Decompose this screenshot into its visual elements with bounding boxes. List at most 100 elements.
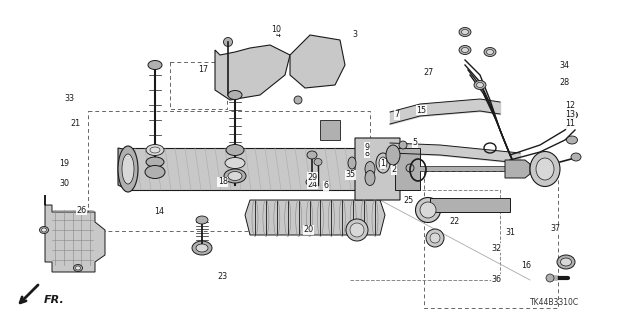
Polygon shape [355, 138, 415, 200]
Ellipse shape [474, 80, 486, 90]
Ellipse shape [307, 151, 317, 159]
Ellipse shape [566, 136, 577, 144]
Text: 28: 28 [559, 78, 570, 87]
Polygon shape [290, 35, 345, 88]
Ellipse shape [294, 96, 302, 104]
Text: 14: 14 [154, 207, 164, 216]
Text: 4: 4 [276, 30, 281, 39]
Ellipse shape [306, 178, 318, 186]
Ellipse shape [459, 46, 471, 55]
Text: 13: 13 [565, 110, 575, 119]
Ellipse shape [146, 157, 164, 167]
Ellipse shape [546, 274, 554, 282]
Ellipse shape [228, 91, 242, 100]
Ellipse shape [399, 141, 407, 149]
Ellipse shape [376, 153, 390, 173]
Text: 17: 17 [198, 65, 209, 74]
Ellipse shape [145, 166, 165, 179]
Ellipse shape [225, 158, 245, 168]
Polygon shape [320, 120, 340, 140]
Text: 1: 1 [380, 159, 385, 168]
Ellipse shape [365, 170, 375, 186]
Ellipse shape [426, 229, 444, 247]
Text: 3: 3 [352, 30, 357, 39]
Text: 23: 23 [218, 272, 228, 281]
Text: 34: 34 [559, 61, 570, 70]
Text: 27: 27 [424, 68, 434, 77]
Ellipse shape [379, 157, 387, 169]
Ellipse shape [415, 197, 440, 222]
Text: 10: 10 [271, 25, 282, 34]
Ellipse shape [430, 233, 440, 243]
Ellipse shape [461, 48, 468, 53]
Polygon shape [118, 148, 138, 190]
Ellipse shape [420, 202, 436, 218]
Text: 5: 5 [412, 138, 417, 147]
Text: 36: 36 [491, 275, 501, 284]
Text: 29: 29 [307, 173, 317, 182]
Text: 15: 15 [416, 106, 426, 115]
Text: 8: 8 [365, 149, 370, 158]
Ellipse shape [192, 241, 212, 255]
Ellipse shape [536, 158, 554, 180]
Ellipse shape [228, 172, 242, 181]
Text: 18: 18 [218, 177, 228, 186]
Ellipse shape [224, 169, 246, 183]
Ellipse shape [76, 266, 81, 270]
Text: 20: 20 [303, 225, 314, 234]
Bar [170, 62, 227, 109]
Polygon shape [395, 148, 420, 190]
Text: 19: 19 [59, 159, 69, 168]
Ellipse shape [150, 147, 160, 153]
Ellipse shape [486, 49, 493, 55]
Text: 24: 24 [307, 180, 317, 189]
Ellipse shape [350, 223, 364, 237]
Text: FR.: FR. [44, 295, 65, 305]
Ellipse shape [196, 244, 208, 252]
Ellipse shape [406, 164, 414, 172]
Ellipse shape [118, 146, 138, 192]
Ellipse shape [122, 154, 134, 184]
Ellipse shape [223, 38, 232, 47]
Polygon shape [215, 45, 290, 100]
Text: 21: 21 [70, 119, 81, 128]
Ellipse shape [40, 226, 49, 234]
Text: 11: 11 [565, 119, 575, 128]
Text: 25: 25 [403, 197, 413, 205]
Ellipse shape [571, 153, 581, 161]
Text: 12: 12 [565, 101, 575, 110]
Ellipse shape [314, 159, 322, 166]
Ellipse shape [386, 145, 400, 165]
Text: 2: 2 [392, 165, 397, 174]
Bar [88, 111, 370, 231]
Text: 32: 32 [491, 244, 501, 253]
Ellipse shape [477, 83, 483, 87]
Polygon shape [505, 160, 530, 178]
Ellipse shape [459, 27, 471, 36]
Polygon shape [430, 198, 510, 212]
Text: 6: 6 [324, 181, 329, 190]
Ellipse shape [530, 152, 560, 187]
Text: 9: 9 [365, 143, 370, 152]
Bar [424, 171, 558, 308]
Text: 35: 35 [346, 170, 356, 179]
Polygon shape [245, 200, 385, 235]
Text: 7: 7 [394, 110, 399, 119]
Ellipse shape [196, 216, 208, 224]
Polygon shape [130, 148, 390, 190]
Polygon shape [45, 195, 105, 272]
Ellipse shape [346, 219, 368, 241]
Text: 31: 31 [506, 228, 516, 237]
Ellipse shape [146, 145, 164, 155]
Ellipse shape [148, 61, 162, 70]
Ellipse shape [461, 29, 468, 34]
Text: 16: 16 [521, 261, 531, 270]
Ellipse shape [561, 258, 572, 266]
Ellipse shape [42, 228, 47, 232]
Text: 33: 33 [64, 94, 74, 103]
Ellipse shape [557, 255, 575, 269]
Ellipse shape [365, 161, 375, 176]
Text: 37: 37 [550, 224, 561, 233]
Ellipse shape [484, 48, 496, 56]
Text: 22: 22 [449, 217, 460, 226]
